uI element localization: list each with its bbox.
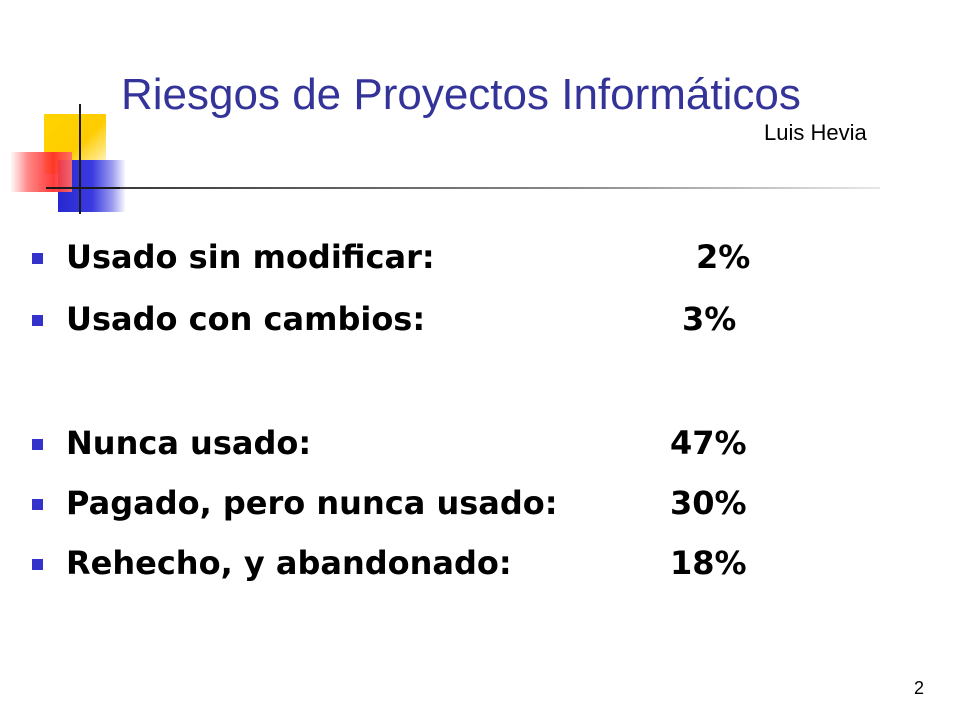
red-square xyxy=(10,152,72,192)
item-value: 18% xyxy=(670,544,747,582)
list-item: Nunca usado: 47% xyxy=(32,424,792,468)
item-value: 3% xyxy=(682,300,737,338)
author-name: Luis Hevia xyxy=(764,120,867,145)
list-item: Usado con cambios: 3% xyxy=(32,300,792,344)
item-label: Usado sin modificar: xyxy=(66,238,435,276)
square-bullet-icon xyxy=(32,499,43,510)
square-bullet-icon xyxy=(32,253,43,264)
slide-title: Riesgos de Proyectos Informáticos xyxy=(121,70,801,119)
item-value: 30% xyxy=(670,484,747,522)
vertical-accent-line xyxy=(79,104,81,214)
list-item: Pagado, pero nunca usado: 30% xyxy=(32,484,792,528)
item-label: Pagado, pero nunca usado: xyxy=(66,484,558,522)
square-bullet-icon xyxy=(32,439,43,450)
decorative-color-blocks xyxy=(0,0,140,220)
page-number: 2 xyxy=(914,678,925,698)
item-label: Nunca usado: xyxy=(66,424,312,462)
horizontal-accent-line xyxy=(46,187,126,189)
list-item: Usado sin modificar: 2% xyxy=(32,238,792,282)
item-value: 2% xyxy=(696,238,751,276)
item-value: 47% xyxy=(670,424,747,462)
square-bullet-icon xyxy=(32,559,43,570)
item-label: Rehecho, y abandonado: xyxy=(66,544,512,582)
square-bullet-icon xyxy=(32,315,43,326)
title-underline xyxy=(120,187,880,189)
item-label: Usado con cambios: xyxy=(66,300,426,338)
list-item: Rehecho, y abandonado: 18% xyxy=(32,544,792,588)
